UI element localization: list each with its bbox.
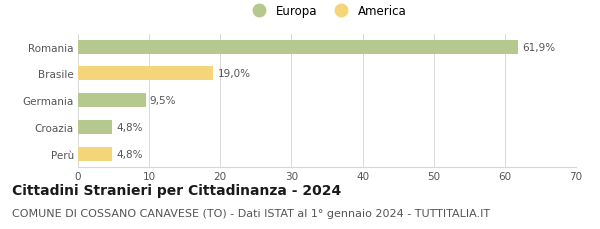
Bar <box>78 67 213 81</box>
Bar <box>78 120 112 134</box>
Bar <box>78 147 112 161</box>
Legend: Europa, America: Europa, America <box>248 5 406 18</box>
Text: 4,8%: 4,8% <box>116 149 143 159</box>
Text: COMUNE DI COSSANO CANAVESE (TO) - Dati ISTAT al 1° gennaio 2024 - TUTTITALIA.IT: COMUNE DI COSSANO CANAVESE (TO) - Dati I… <box>12 208 490 218</box>
Bar <box>78 94 146 108</box>
Text: 61,9%: 61,9% <box>523 42 556 52</box>
Text: 19,0%: 19,0% <box>217 69 250 79</box>
Text: 9,5%: 9,5% <box>150 96 176 106</box>
Text: 4,8%: 4,8% <box>116 123 143 132</box>
Bar <box>78 40 518 54</box>
Text: Cittadini Stranieri per Cittadinanza - 2024: Cittadini Stranieri per Cittadinanza - 2… <box>12 183 341 197</box>
